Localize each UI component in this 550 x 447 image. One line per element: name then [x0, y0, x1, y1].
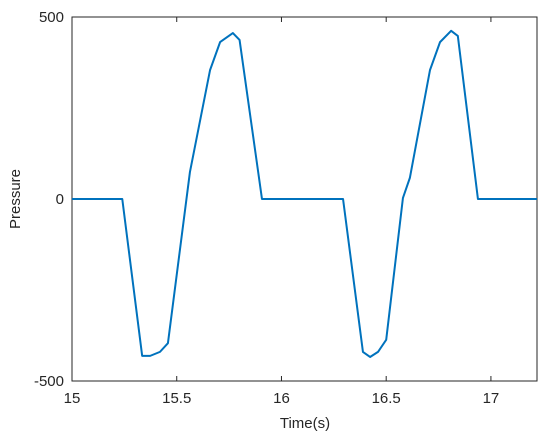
y-tick-label: 500 — [39, 9, 64, 26]
y-tick-label: 0 — [56, 191, 64, 208]
data-line — [72, 29, 537, 358]
x-tick-label: 17 — [483, 390, 500, 407]
x-tick-label: 16 — [273, 390, 290, 407]
x-tick-label: 16.5 — [372, 390, 401, 407]
y-axis-label: Pressure — [7, 169, 24, 229]
x-tick-label: 15.5 — [162, 390, 191, 407]
x-tick-label: 15 — [64, 390, 81, 407]
x-axis-label: Time(s) — [280, 415, 330, 432]
y-tick-label: -500 — [34, 373, 64, 390]
